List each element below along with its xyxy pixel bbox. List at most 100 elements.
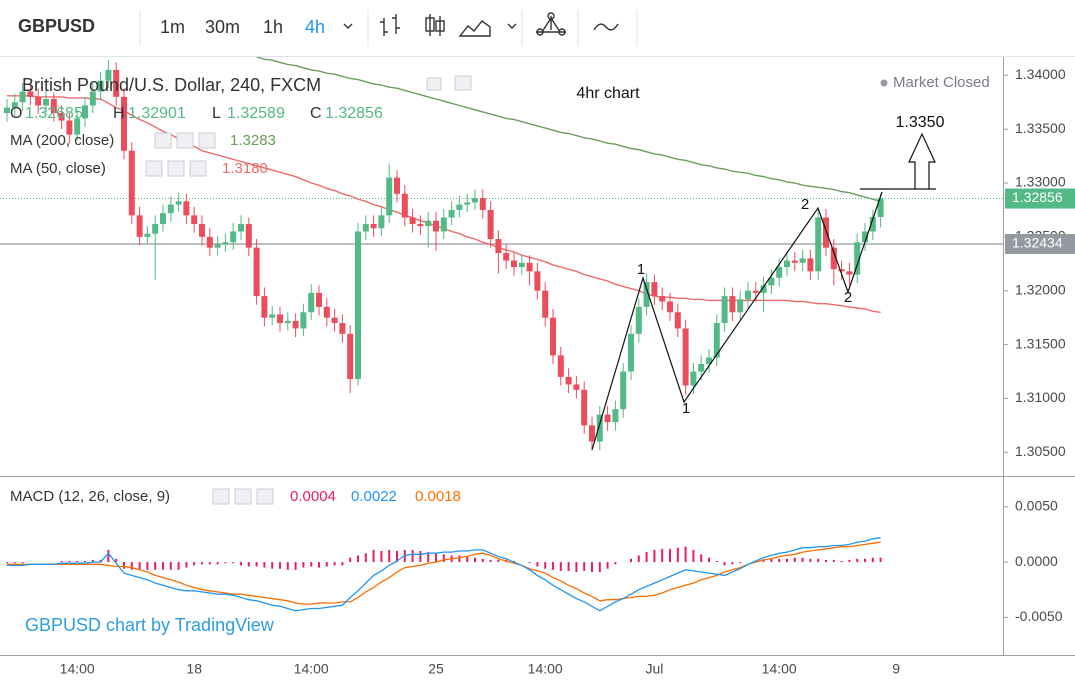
histogram-bar xyxy=(801,557,804,563)
candle-body xyxy=(19,91,26,103)
candle-body xyxy=(846,271,853,275)
symbol[interactable]: GBPUSD xyxy=(18,16,95,36)
histogram-bar xyxy=(130,562,133,570)
x-tick-label: 25 xyxy=(428,661,444,677)
price-tag xyxy=(1005,188,1075,209)
histogram-bar xyxy=(856,558,859,563)
histogram-bar xyxy=(474,557,476,563)
eye-button[interactable] xyxy=(154,132,172,149)
indicators-icon[interactable] xyxy=(536,12,566,36)
candle-body xyxy=(760,285,767,293)
candle-body xyxy=(89,91,96,106)
histogram-bar xyxy=(177,562,180,570)
ohlc-label: H xyxy=(113,105,125,122)
ohlc-label: C xyxy=(310,105,322,122)
histogram-bar xyxy=(489,559,492,563)
histogram-bar xyxy=(279,562,281,569)
histogram-bar xyxy=(684,546,687,563)
title-menu[interactable] xyxy=(426,77,442,91)
candle-body xyxy=(659,296,666,302)
histogram-bar xyxy=(793,557,796,563)
histogram-bar xyxy=(372,549,375,563)
histogram-bar xyxy=(723,562,726,566)
candle-body xyxy=(191,215,198,224)
macd-line xyxy=(7,537,881,612)
candle-body xyxy=(128,150,135,216)
candle-body xyxy=(378,215,385,229)
y-tick-label: 1.33000 xyxy=(1015,174,1066,190)
candle-body xyxy=(66,120,73,135)
candle-body xyxy=(394,177,400,194)
legend: British Pound/U.S. Dollar, 240, FXCM Mar… xyxy=(10,74,990,635)
watermark: GBPUSD chart by TradingView xyxy=(25,615,275,635)
histogram-bar xyxy=(380,551,383,563)
price-tag-label: 1.32856 xyxy=(1012,189,1063,205)
area-icon[interactable] xyxy=(458,20,491,37)
candle-body xyxy=(550,317,556,356)
interval-button[interactable]: 30m xyxy=(205,17,240,37)
settings-button[interactable] xyxy=(167,160,185,177)
interval-button[interactable]: 4h xyxy=(305,17,325,37)
target-arrow xyxy=(908,132,936,189)
interval-dropdown[interactable] xyxy=(343,23,353,29)
candle-body xyxy=(869,216,876,232)
histogram-bar xyxy=(185,562,188,568)
settings-button[interactable] xyxy=(176,132,194,149)
candle-body xyxy=(557,355,564,377)
candle-body xyxy=(253,247,260,297)
histogram-bar xyxy=(435,553,437,563)
candle-body xyxy=(690,371,697,386)
eye-button[interactable] xyxy=(454,75,472,91)
bars-icon[interactable] xyxy=(380,14,400,36)
candle-body xyxy=(82,105,88,119)
candle-body xyxy=(581,389,588,426)
candle-body xyxy=(838,269,845,272)
settings-button[interactable] xyxy=(234,488,252,505)
histogram-bar xyxy=(786,558,788,563)
candle-body xyxy=(401,193,408,218)
candle-body xyxy=(776,267,783,278)
y-tick-label: 0.0050 xyxy=(1015,497,1058,513)
price-tag-label: 1.32434 xyxy=(1012,235,1063,251)
candle-body xyxy=(183,201,190,216)
candle-body xyxy=(862,231,868,243)
candle-body xyxy=(370,223,377,229)
candle-body xyxy=(347,333,354,380)
histogram-bar xyxy=(661,548,664,563)
candle-body xyxy=(43,99,49,106)
candle-body xyxy=(565,376,572,385)
compare-icon[interactable] xyxy=(593,23,619,31)
candle-body xyxy=(877,198,884,217)
histogram-bar xyxy=(871,557,874,563)
histogram-bar xyxy=(614,562,617,565)
candle-body xyxy=(674,312,681,329)
eye-button[interactable] xyxy=(145,160,163,177)
histogram-bar xyxy=(692,549,695,563)
candle-body xyxy=(807,258,814,272)
y-tick-label: 0.0000 xyxy=(1015,553,1058,569)
toolbar-bg xyxy=(0,0,1075,56)
candle-body xyxy=(823,217,829,248)
histogram-bar xyxy=(216,562,219,565)
interval-button[interactable]: 1m xyxy=(160,17,185,37)
chart-type-dropdown[interactable] xyxy=(507,23,517,29)
histogram-bar xyxy=(341,562,344,566)
histogram-bar xyxy=(708,557,710,563)
price-tag xyxy=(1005,233,1075,254)
indicator-name: MACD (12, 26, close, 9) xyxy=(10,488,170,505)
candle-body xyxy=(651,282,658,297)
histogram-bar xyxy=(21,562,24,564)
remove-button[interactable] xyxy=(189,160,207,177)
candle-body xyxy=(667,301,673,313)
indicator-name: MA (50, close) xyxy=(10,160,106,177)
eye-button[interactable] xyxy=(212,488,230,505)
histogram-bar xyxy=(630,558,632,563)
remove-button[interactable] xyxy=(256,488,274,505)
remove-button[interactable] xyxy=(198,132,216,149)
candles-icon[interactable] xyxy=(425,14,445,36)
histogram-bar xyxy=(60,560,63,563)
histogram-bar xyxy=(653,549,656,563)
histogram-bar xyxy=(419,551,422,563)
candle-body xyxy=(503,253,510,261)
interval-button[interactable]: 1h xyxy=(263,17,283,37)
